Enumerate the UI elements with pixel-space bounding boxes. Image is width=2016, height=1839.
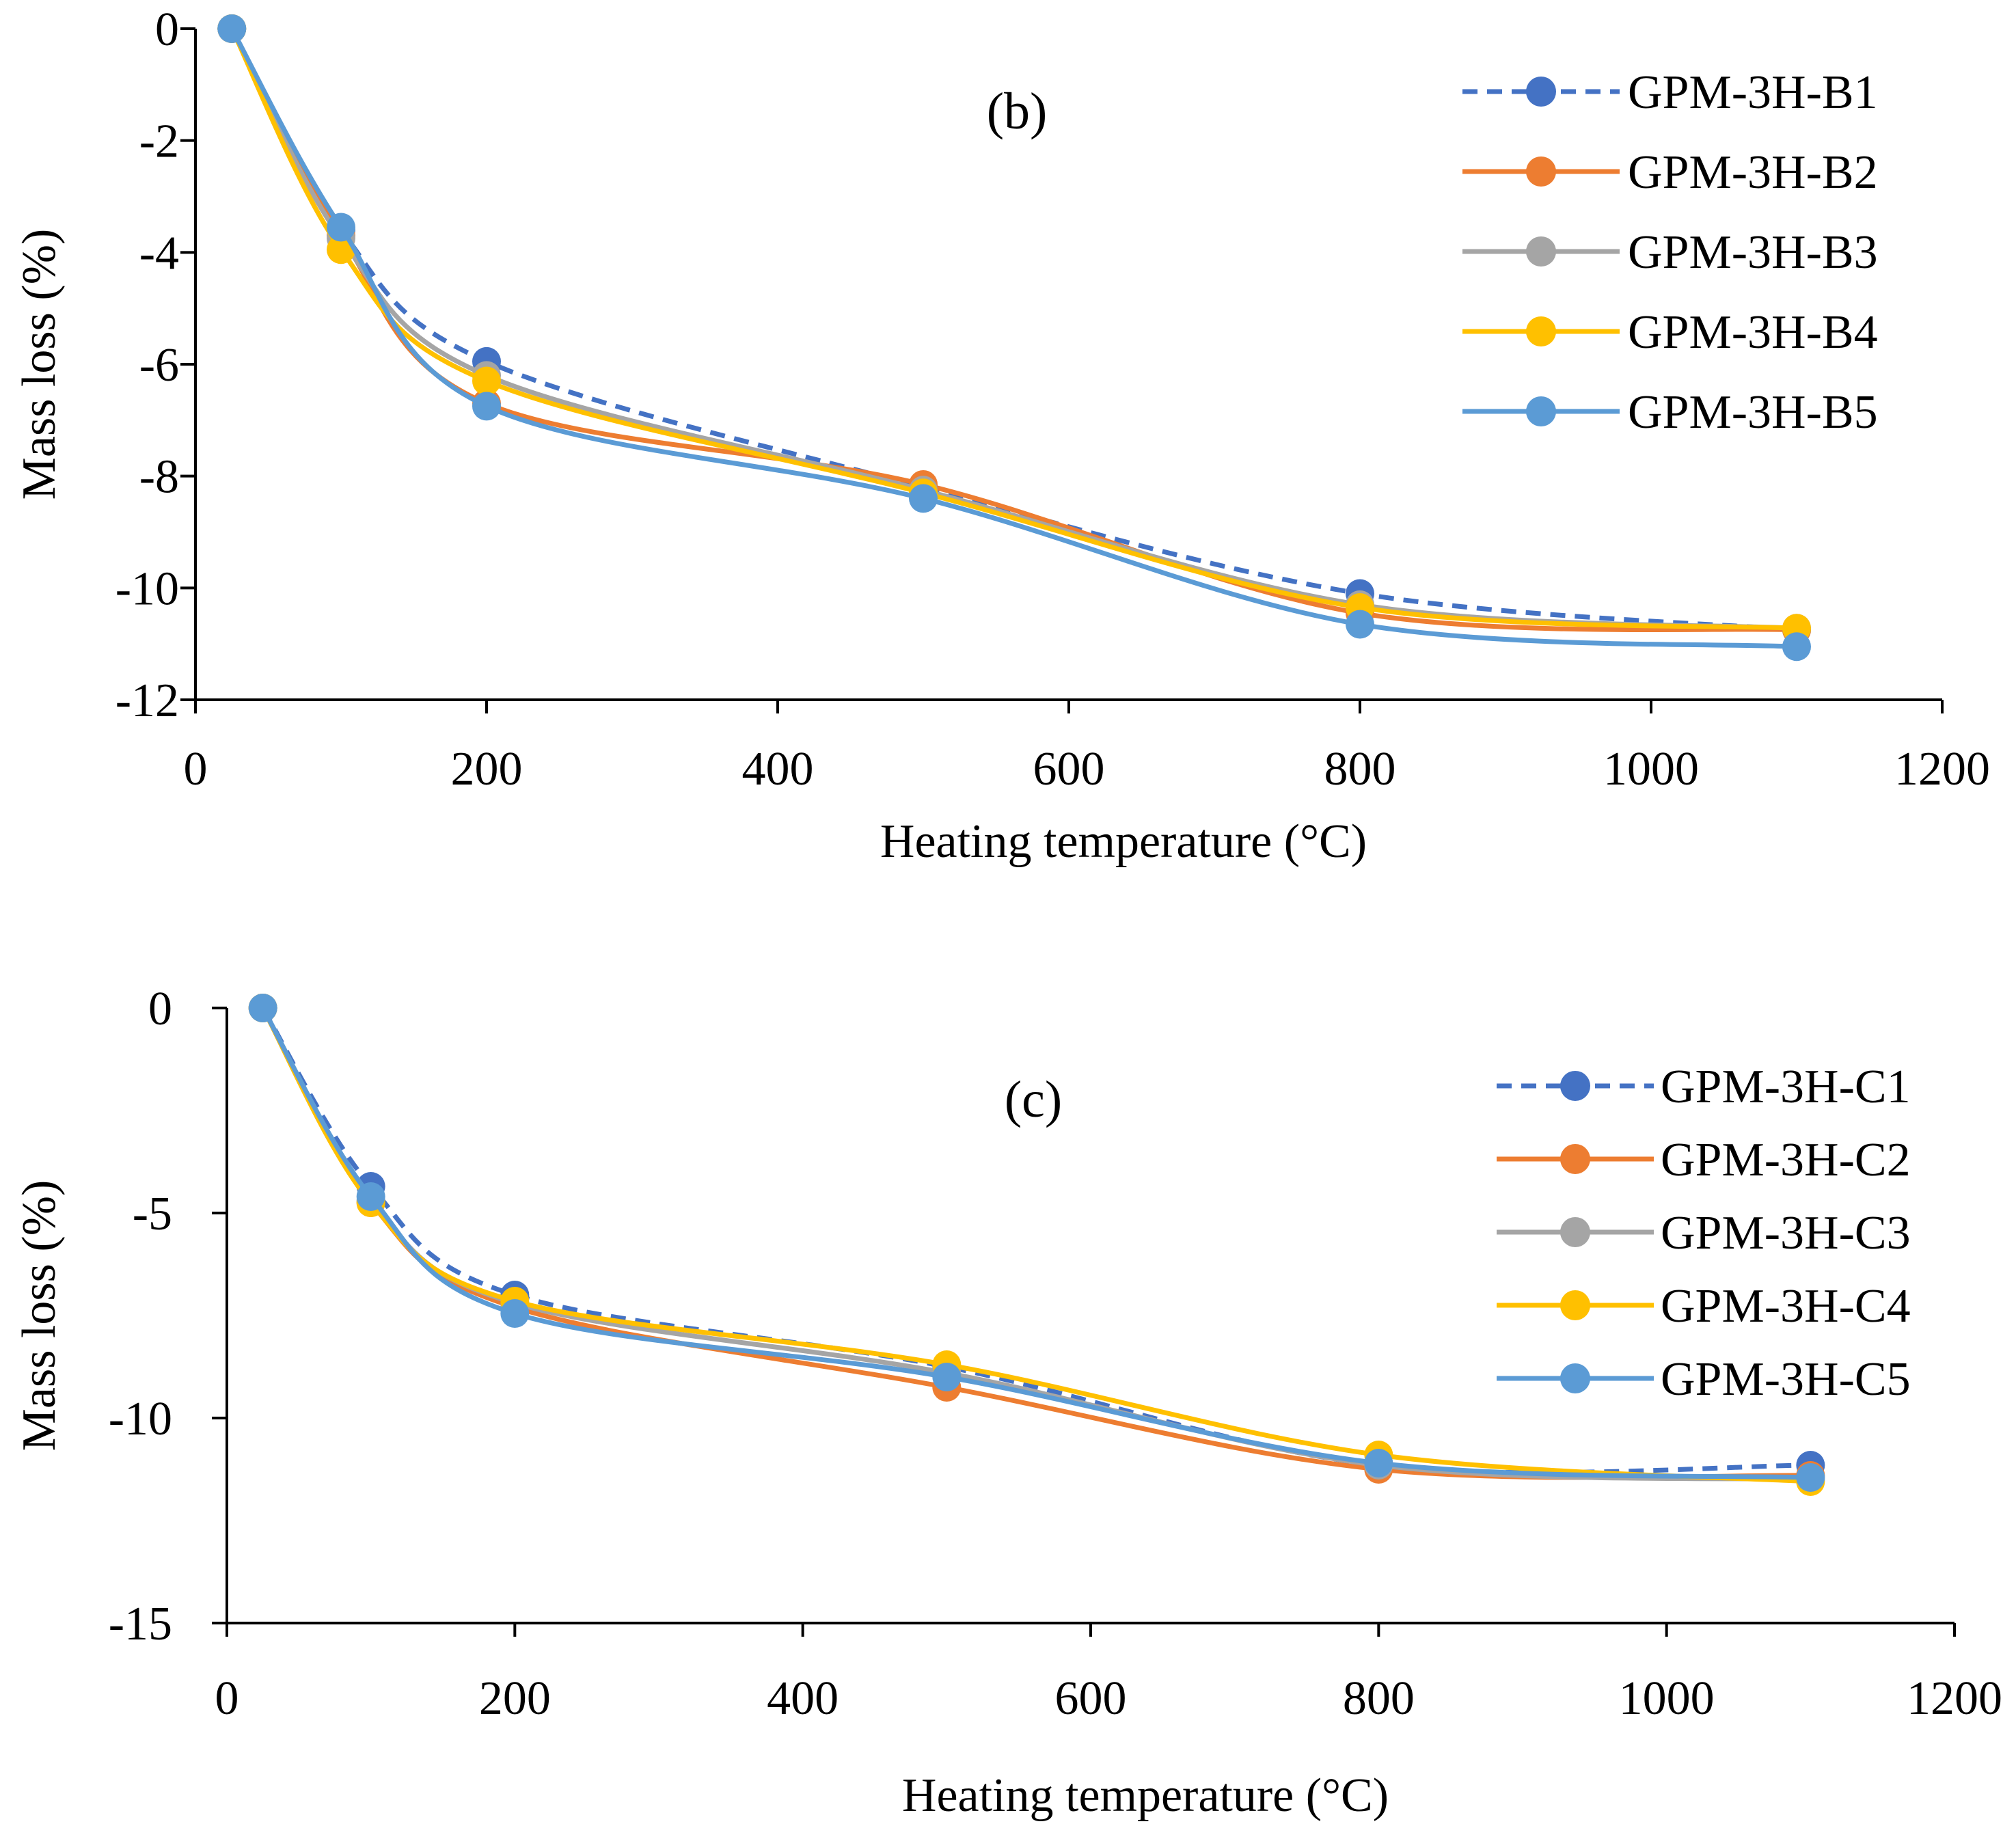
legend-label: GPM-3H-B4: [1628, 306, 1878, 359]
data-point: [500, 1299, 530, 1328]
panel-label: (b): [987, 83, 1048, 140]
series-GPM-3H-C2: [248, 994, 1825, 1490]
legend-marker: [1560, 1363, 1590, 1393]
legend-entry-GPM-3H-C3: GPM-3H-C3: [1497, 1207, 1911, 1259]
x-tick-label: 200: [479, 1672, 551, 1725]
legend-entry-GPM-3H-B1: GPM-3H-B1: [1462, 66, 1878, 119]
panel-label: (c): [1005, 1071, 1062, 1128]
chart-panel-b: 0-2-4-6-8-10-120 200 400 600 800 1000 1200Heat…: [13, 3, 1990, 868]
data-point: [932, 1363, 962, 1391]
y-tick-label: -8: [139, 451, 179, 504]
legend-entry-GPM-3H-B2: GPM-3H-B2: [1462, 146, 1878, 199]
data-point: [1346, 610, 1374, 639]
y-tick-label: -10: [115, 562, 179, 615]
legend-marker: [1560, 1217, 1590, 1247]
data-point: [327, 213, 355, 242]
x-tick-label: 800: [1324, 743, 1396, 795]
legend-label: GPM-3H-C3: [1661, 1207, 1911, 1259]
series-GPM-3H-C4: [248, 994, 1825, 1496]
data-point: [1364, 1449, 1393, 1477]
legend-marker: [1560, 1290, 1590, 1320]
chart-panel-c: 0 -5 -10 -15 0 200 400 600 800 1000 1200 Heating te…: [13, 983, 2002, 1822]
y-tick-label: -6: [139, 339, 179, 392]
legend-marker: [1526, 77, 1556, 107]
y-tick-label: -5: [133, 1188, 172, 1240]
data-point: [909, 484, 938, 513]
data-point: [472, 392, 501, 421]
x-tick-label: 0: [184, 743, 208, 795]
legend-label: GPM-3H-C1: [1661, 1061, 1911, 1113]
x-tick-label: 1000: [1603, 743, 1699, 795]
data-point: [356, 1182, 385, 1211]
legend-entry-GPM-3H-C1: GPM-3H-C1: [1497, 1061, 1911, 1113]
data-point: [472, 366, 501, 396]
y-axis-title: Mass loss (%): [13, 229, 66, 500]
legend-entry-GPM-3H-B5: GPM-3H-B5: [1462, 386, 1878, 439]
legend-label: GPM-3H-B3: [1628, 226, 1878, 279]
x-tick-label: 1000: [1619, 1672, 1715, 1725]
legend-entry-GPM-3H-B3: GPM-3H-B3: [1462, 226, 1878, 279]
data-point: [1796, 1463, 1825, 1492]
y-tick-label: -2: [139, 115, 179, 168]
legend-marker: [1526, 396, 1556, 426]
legend-marker: [1560, 1071, 1590, 1101]
y-tick-label: -4: [139, 227, 179, 280]
y-tick-label: 0: [148, 983, 172, 1035]
y-tick-label: 0: [155, 3, 179, 56]
y-tick-label: -12: [115, 675, 179, 727]
x-tick-label: 400: [742, 743, 814, 795]
legend-label: GPM-3H-C4: [1661, 1280, 1911, 1333]
x-tick-label: 800: [1343, 1672, 1415, 1725]
legend-entry-GPM-3H-C5: GPM-3H-C5: [1497, 1353, 1911, 1406]
legend-marker: [1526, 236, 1556, 267]
x-tick-label: 1200: [1907, 1672, 2002, 1725]
x-axis-title: Heating temperature (°C): [880, 815, 1367, 868]
y-axis-title: Mass loss (%): [13, 1180, 66, 1452]
x-tick-label: 600: [1033, 743, 1105, 795]
legend-marker: [1526, 156, 1556, 187]
data-point: [1782, 632, 1811, 662]
x-axis-title: Heating temperature (°C): [902, 1769, 1389, 1822]
legend-entry-GPM-3H-C4: GPM-3H-C4: [1497, 1280, 1911, 1333]
series-GPM-3H-C5: [248, 994, 1825, 1492]
legend-label: GPM-3H-C2: [1661, 1134, 1911, 1186]
data-point: [217, 14, 247, 43]
x-tick-label: 1200: [1894, 743, 1990, 795]
legend-marker: [1526, 316, 1556, 346]
series-GPM-3H-B5: [217, 14, 1811, 662]
legend-entry-GPM-3H-C2: GPM-3H-C2: [1497, 1134, 1911, 1186]
series-GPM-3H-C3: [248, 994, 1825, 1494]
x-tick-label: 600: [1055, 1672, 1127, 1725]
legend-label: GPM-3H-C5: [1661, 1353, 1911, 1406]
legend-label: GPM-3H-B1: [1628, 66, 1878, 119]
legend-marker: [1560, 1144, 1590, 1174]
x-tick-label: 400: [767, 1672, 839, 1725]
y-tick-label: -15: [109, 1598, 172, 1650]
x-tick-label: 200: [451, 743, 523, 795]
y-tick-label: -10: [109, 1393, 172, 1445]
legend-entry-GPM-3H-B4: GPM-3H-B4: [1462, 306, 1878, 359]
data-point: [248, 994, 277, 1022]
legend-label: GPM-3H-B5: [1628, 386, 1878, 439]
legend-label: GPM-3H-B2: [1628, 146, 1878, 199]
x-tick-label: 0: [215, 1672, 239, 1725]
